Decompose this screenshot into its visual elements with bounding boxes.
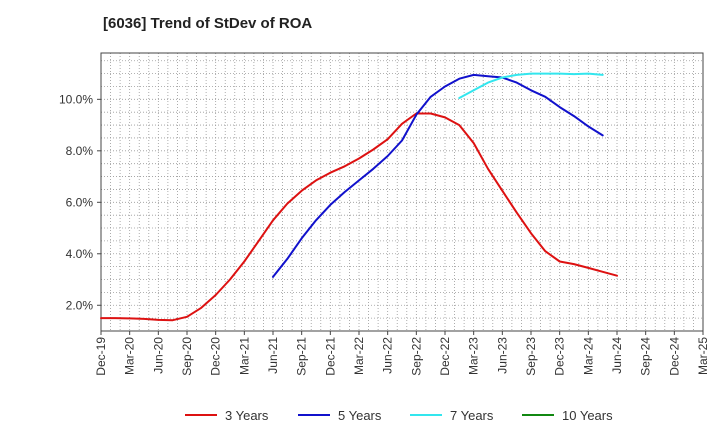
y-tick-label: 10.0% — [59, 92, 93, 106]
x-tick-label: Dec-24 — [667, 337, 681, 376]
x-tick-label: Mar-21 — [237, 337, 251, 375]
legend-label-5-years: 5 Years — [338, 408, 382, 423]
y-tick-label: 2.0% — [66, 298, 94, 312]
x-tick-label: Dec-23 — [553, 337, 567, 376]
x-tick-label: Sep-23 — [524, 337, 538, 376]
series-line-7-years — [458, 72, 604, 99]
legend-label-7-years: 7 Years — [450, 408, 494, 423]
y-tick-label: 4.0% — [66, 247, 94, 261]
x-tick-label: Mar-25 — [696, 337, 710, 375]
y-tick-label: 8.0% — [66, 144, 94, 158]
x-tick-label: Mar-22 — [352, 337, 366, 375]
x-tick-label: Jun-20 — [151, 337, 165, 374]
x-tick-label: Sep-22 — [409, 337, 423, 376]
x-tick-label: Jun-24 — [610, 337, 624, 374]
x-tick-label: Sep-24 — [639, 337, 653, 376]
x-tick-label: Mar-24 — [581, 337, 595, 375]
x-tick-label: Jun-22 — [381, 337, 395, 374]
grid-layer — [101, 53, 703, 331]
x-tick-label: Sep-20 — [180, 337, 194, 376]
chart-title: [6036] Trend of StDev of ROA — [103, 15, 313, 32]
series-layer — [100, 72, 618, 322]
series-line-5-years — [272, 73, 604, 278]
plot-frame — [100, 52, 704, 332]
x-tick-label: Jun-23 — [495, 337, 509, 374]
x-tick-label: Jun-21 — [266, 337, 280, 374]
x-axis-ticks: Dec-19 Mar-20 Jun-20 Sep-20 Dec-20 Mar-21 Jun-… — [94, 331, 710, 376]
y-axis-ticks: 2.0% 4.0% 6.0% 8.0% 10.0% — [59, 92, 101, 312]
legend-label-10-years: 10 Years — [562, 408, 613, 423]
x-tick-label: Dec-19 — [94, 337, 108, 376]
x-tick-label: Mar-20 — [123, 337, 137, 375]
legend: 3 Years 5 Years 7 Years 10 Years — [185, 408, 613, 423]
x-tick-label: Mar-23 — [467, 337, 481, 375]
legend-label-3-years: 3 Years — [225, 408, 269, 423]
x-tick-label: Dec-22 — [438, 337, 452, 376]
y-tick-label: 6.0% — [66, 195, 94, 209]
x-tick-label: Sep-21 — [295, 337, 309, 376]
x-tick-label: Dec-21 — [323, 337, 337, 376]
x-tick-label: Dec-20 — [209, 337, 223, 376]
series-line-3-years — [100, 112, 618, 322]
